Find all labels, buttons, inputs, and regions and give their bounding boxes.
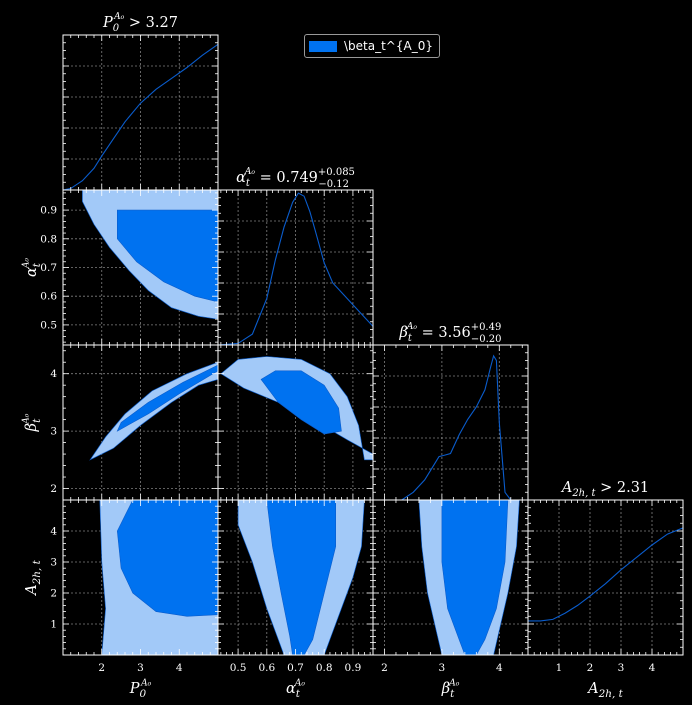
legend-swatch	[309, 40, 337, 52]
contour-beta-A2h	[418, 500, 520, 655]
y-tick-label-beta: 2	[50, 483, 57, 495]
contour-inner-68	[441, 500, 509, 655]
panel-grid-2-2	[373, 345, 528, 500]
contour-P0-beta	[89, 361, 218, 461]
y-tick-label-alpha: 0.8	[40, 233, 57, 245]
legend: \beta_t^{A_0}	[304, 34, 440, 58]
x-tick-label-alpha: 0.7	[287, 662, 304, 674]
y-tick-label-A2h: 4	[50, 526, 57, 538]
marginal-curve-P0	[63, 43, 218, 190]
panel-grid-3-3	[528, 500, 683, 655]
x-tick-label-alpha: 0.8	[316, 662, 333, 674]
y-axis-label-A2h: A2h, t	[24, 559, 43, 596]
y-axis-label-beta: βtA₀	[21, 413, 43, 432]
y-tick-label-A2h: 3	[50, 557, 57, 569]
contour-inner-68	[116, 500, 218, 617]
contour-alpha-A2h	[237, 500, 365, 655]
marginal-curve-beta	[373, 354, 528, 500]
x-axis-label-alpha: αtA₀	[286, 678, 305, 700]
y-tick-label-A2h: 2	[50, 588, 57, 600]
panel-frame-3-3	[527, 499, 684, 656]
x-tick-label-P0: 2	[98, 662, 105, 674]
contour-P0-alpha	[82, 190, 218, 320]
y-tick-label-A2h: 1	[50, 619, 57, 631]
marginal-curve-alpha	[218, 192, 373, 345]
x-tick-label-A2h: 1	[556, 662, 563, 674]
marginal-curve-A2h	[528, 527, 683, 622]
y-tick-label-alpha: 0.9	[40, 205, 57, 217]
x-tick-label-alpha: 0.9	[345, 662, 362, 674]
panel-border	[372, 344, 529, 501]
x-axis-label-A2h: A2h, t	[586, 681, 623, 700]
x-tick-label-beta: 2	[381, 662, 388, 674]
marginal-alpha	[218, 192, 373, 345]
panel-border	[527, 499, 684, 656]
legend-label: \beta_t^{A_0}	[344, 39, 433, 53]
x-tick-label-alpha: 0.5	[230, 662, 247, 674]
y-axis-label-alpha: αtA₀	[21, 258, 43, 277]
title-alpha: αtA₀ = 0.749+0.085 −0.12	[236, 167, 355, 190]
y-tick-label-alpha: 0.7	[40, 262, 57, 274]
marginal-beta	[373, 354, 528, 500]
panel-border	[62, 34, 219, 191]
contour-inner-68	[116, 364, 218, 432]
x-tick-label-A2h: 4	[649, 662, 656, 674]
y-tick-label-alpha: 0.6	[40, 291, 57, 303]
panel-grid-1-1	[218, 190, 373, 345]
title-A2h: A2h, t > 2.31	[560, 480, 649, 499]
x-tick-label-beta: 4	[496, 662, 503, 674]
marginal-P0	[63, 43, 218, 190]
x-tick-label-P0: 4	[176, 662, 183, 674]
y-tick-label-beta: 4	[50, 368, 57, 380]
x-tick-label-beta: 3	[439, 662, 446, 674]
contour-alpha-beta	[220, 356, 373, 461]
contour-P0-A2h	[99, 500, 218, 655]
x-tick-label-alpha: 0.6	[258, 662, 275, 674]
x-axis-label-beta: βtA₀	[441, 678, 460, 700]
panel-frame-3-0	[62, 499, 219, 656]
marginal-A2h	[528, 527, 683, 622]
y-tick-label-beta: 3	[50, 426, 57, 438]
x-tick-label-A2h: 2	[587, 662, 594, 674]
x-axis-label-P0: P0A₀	[129, 678, 152, 700]
contour-inner-68	[260, 370, 342, 435]
title-beta: βtA₀ = 3.56+0.49 −0.20	[398, 322, 501, 345]
x-tick-label-A2h: 3	[618, 662, 625, 674]
contour-inner-68	[266, 500, 336, 655]
panel-border	[217, 189, 374, 346]
x-tick-label-P0: 3	[137, 662, 144, 674]
title-P0: P0A₀ > 3.27	[102, 12, 178, 34]
panel-frame-2-2	[372, 344, 529, 501]
y-tick-label-alpha: 0.5	[40, 319, 57, 331]
contour-inner-68	[117, 209, 218, 303]
panel-grid-0-0	[63, 35, 218, 190]
panel-frame-0-0	[62, 34, 219, 191]
panel-frame-1-1	[217, 189, 374, 346]
